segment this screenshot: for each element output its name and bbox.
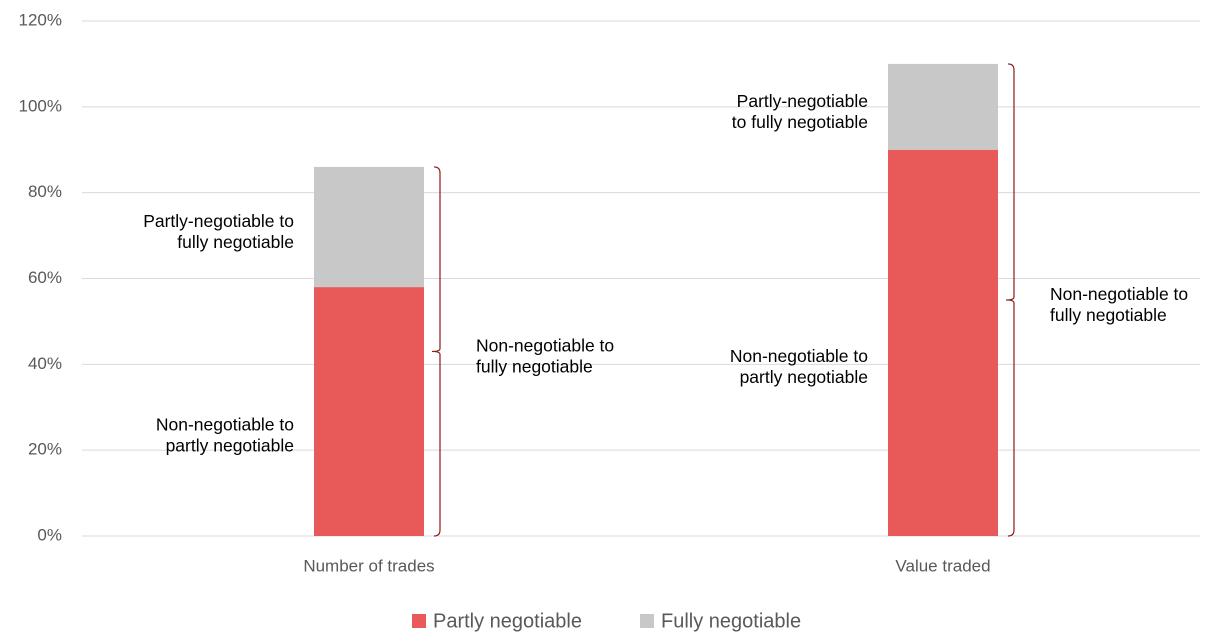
x-tick-label: Number of trades: [303, 556, 434, 575]
y-tick-label: 80%: [28, 182, 62, 201]
annotation: Partly-negotiable to: [143, 211, 294, 231]
annotation: Non-negotiable to: [156, 415, 294, 435]
legend-swatch: [412, 614, 426, 628]
annotation: fully negotiable: [476, 357, 593, 377]
legend-label: Partly negotiable: [433, 610, 582, 632]
y-tick-label: 120%: [19, 10, 62, 29]
annotation: Non-negotiable to: [730, 346, 868, 366]
bar-segment: [314, 166, 424, 288]
bracket: [1005, 63, 1015, 537]
y-tick-label: 60%: [28, 268, 62, 287]
annotation: Non-negotiable to: [476, 336, 614, 356]
annotation: Partly-negotiable: [737, 91, 868, 111]
annotation: Non-negotiable to: [1050, 284, 1188, 304]
legend-swatch: [639, 614, 654, 628]
y-tick-label: 100%: [19, 96, 62, 115]
annotation: to fully negotiable: [732, 112, 868, 132]
bar-segment: [888, 149, 998, 536]
annotation: partly negotiable: [166, 436, 294, 456]
x-tick-label: Value traded: [895, 556, 990, 575]
y-tick-label: 20%: [28, 440, 62, 459]
y-tick-label: 0%: [37, 525, 62, 544]
annotation: fully negotiable: [177, 232, 294, 252]
bar-segment: [314, 287, 424, 536]
bar-segment: [888, 63, 998, 150]
annotation: partly negotiable: [740, 367, 868, 387]
annotation: fully negotiable: [1050, 305, 1167, 325]
y-tick-label: 40%: [28, 354, 62, 373]
legend-label: Fully negotiable: [661, 610, 801, 632]
bracket: [431, 166, 441, 537]
